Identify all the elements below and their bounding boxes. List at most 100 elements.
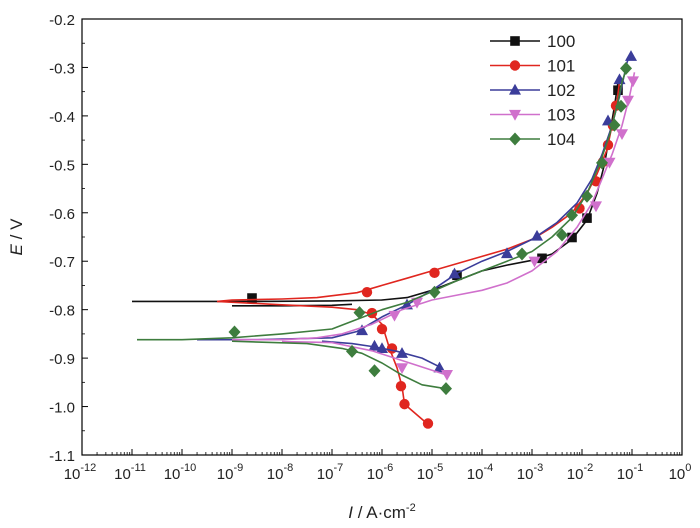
x-tick-exp: -6: [383, 462, 393, 474]
x-tick-label: 10-3: [517, 462, 543, 483]
data-point: [346, 344, 358, 358]
x-tick-base: 10: [367, 466, 384, 483]
data-point: [368, 364, 381, 378]
data-point: [603, 157, 616, 169]
x-tick-base: 10: [669, 466, 686, 483]
x-axis-title: I / A·cm-2: [348, 502, 415, 522]
x-tick-exp: -2: [583, 462, 593, 474]
legend-item-104: 104: [490, 130, 575, 149]
legend-item-102: 102: [490, 81, 575, 100]
y-tick-label: -0.2: [49, 12, 75, 29]
data-point: [567, 232, 577, 243]
x-axis-title-italic: I: [348, 503, 353, 522]
legend-label: 100: [547, 32, 575, 51]
data-point: [608, 118, 621, 132]
y-tick-label: -1.0: [49, 400, 75, 417]
data-point: [395, 381, 407, 392]
data-point: [615, 99, 627, 113]
legend-item-101: 101: [490, 57, 575, 76]
legend-marker: [510, 36, 520, 46]
series-103: [232, 72, 639, 381]
y-tick-label: -0.6: [49, 206, 75, 223]
data-point: [556, 228, 568, 242]
data-point: [399, 398, 410, 410]
y-tick-label: -0.5: [49, 157, 75, 174]
data-point: [386, 343, 398, 354]
series-layer: [132, 50, 639, 429]
legend-marker: [509, 109, 521, 121]
x-tick-base: 10: [114, 466, 131, 483]
legend-label: 102: [547, 81, 575, 100]
data-point: [411, 297, 423, 309]
data-point: [356, 324, 368, 336]
x-tick-base: 10: [317, 466, 334, 483]
y-axis-title-rest: / V: [7, 218, 26, 244]
data-point: [620, 61, 632, 75]
data-point: [622, 95, 634, 107]
data-point: [531, 229, 543, 241]
data-point: [396, 363, 408, 374]
x-tick-exp: -9: [233, 462, 243, 474]
x-tick-label: 10-5: [417, 462, 443, 483]
data-point: [422, 418, 434, 429]
data-point: [441, 369, 453, 381]
series-104: [137, 61, 632, 396]
data-point: [625, 50, 637, 61]
data-point: [528, 256, 541, 268]
data-point: [448, 267, 461, 279]
x-tick-base: 10: [64, 466, 81, 483]
series-line: [137, 67, 628, 341]
y-axis-title: E / V: [7, 218, 26, 256]
plot-frame: [81, 18, 683, 456]
data-point: [353, 306, 366, 320]
data-point: [566, 208, 578, 222]
x-axis-title-rest: / A·cm: [353, 503, 406, 522]
y-tick-label: -0.9: [49, 351, 75, 368]
x-tick-exp: -5: [433, 462, 443, 474]
data-point: [516, 247, 528, 261]
data-point: [616, 129, 628, 141]
x-tick-exp: -11: [131, 462, 146, 474]
data-point: [361, 287, 373, 298]
x-tick-exp: 0: [685, 462, 691, 474]
x-tick-base: 10: [217, 466, 234, 483]
x-axis-title-sup: -2: [406, 502, 416, 514]
y-tick-label: -0.7: [49, 254, 75, 271]
series-line: [232, 72, 636, 341]
x-tick-label: 10-6: [367, 462, 393, 483]
x-tick-label: 100: [669, 462, 692, 483]
legend-item-100: 100: [490, 32, 575, 51]
x-tick-label: 10-12: [64, 462, 97, 483]
x-tick-base: 10: [417, 466, 434, 483]
series-cathodic-line: [281, 340, 448, 376]
legend-label: 103: [547, 106, 575, 125]
series-line: [216, 81, 621, 303]
data-point: [376, 342, 388, 354]
y-tick-label: -1.1: [49, 448, 75, 465]
x-tick-exp: -1: [633, 462, 643, 474]
data-point: [376, 323, 388, 335]
data-point: [247, 293, 257, 303]
x-tick-label: 10-2: [567, 462, 593, 483]
x-tick-exp: -4: [483, 462, 493, 474]
x-tick-base: 10: [617, 466, 634, 483]
x-tick-base: 10: [517, 466, 534, 483]
legend-marker: [509, 83, 521, 95]
x-tick-base: 10: [467, 466, 484, 483]
x-tick-base: 10: [567, 466, 584, 483]
x-tick-label: 10-7: [317, 462, 343, 483]
x-tick-exp: -10: [180, 462, 196, 474]
data-point: [368, 339, 381, 351]
data-point: [388, 310, 401, 322]
series-line: [132, 81, 619, 303]
series-cathodic-line: [231, 340, 443, 389]
data-point: [428, 285, 441, 299]
x-tick-exp: -7: [333, 462, 343, 474]
legend-label: 104: [547, 130, 575, 149]
data-point: [501, 247, 513, 259]
legend: 100 101 102 103 104: [490, 32, 575, 149]
data-point: [440, 382, 452, 396]
data-point: [582, 213, 592, 223]
data-point: [596, 156, 608, 170]
x-tick-exp: -8: [283, 462, 293, 474]
